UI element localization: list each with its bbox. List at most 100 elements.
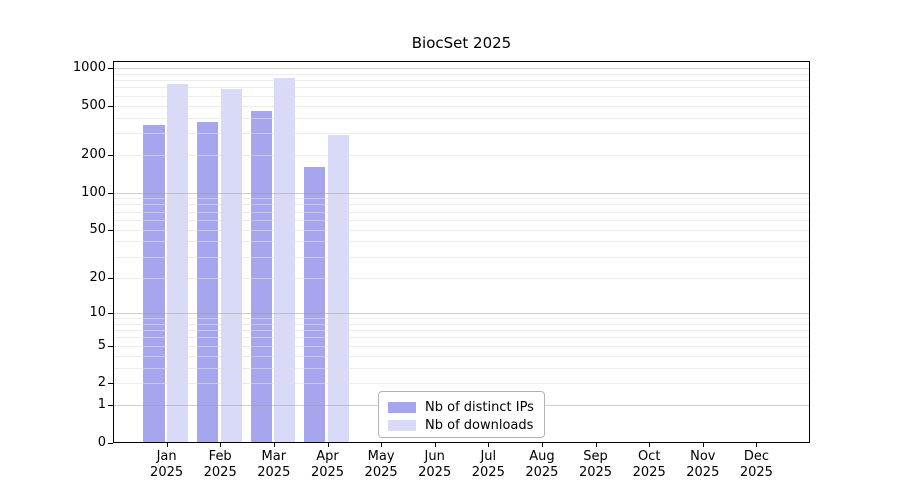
legend-entry-distinct-ips: Nb of distinct IPs	[388, 398, 536, 416]
gridline-minor	[113, 367, 810, 369]
x-tick-label-nov: Nov 2025	[673, 449, 733, 481]
x-tick-mark	[273, 443, 275, 447]
y-tick-label: 1	[97, 397, 106, 413]
bar-distinct-ips-apr	[304, 167, 326, 443]
y-tick-label: 0	[97, 435, 106, 450]
x-tick-year: 2025	[632, 465, 666, 480]
bar-distinct-ips-jan	[143, 124, 165, 443]
x-tick-mark	[327, 443, 329, 447]
x-tick-label-apr: Apr 2025	[298, 449, 358, 481]
bar-downloads-mar	[274, 78, 296, 443]
bar-downloads-feb	[220, 88, 242, 443]
gridline-minor	[113, 256, 810, 258]
chart-title: BiocSet 2025	[411, 34, 512, 52]
gridline-major	[113, 192, 810, 194]
x-tick-year: 2025	[578, 465, 613, 480]
x-tick-year: 2025	[257, 465, 291, 480]
gridline-minor	[113, 318, 810, 319]
x-tick-year: 2025	[686, 465, 720, 480]
x-tick-month: May	[367, 449, 395, 464]
x-tick-label-jul: Jul 2025	[458, 449, 518, 481]
x-tick-year: 2025	[525, 465, 559, 480]
y-tick-label: 500	[81, 97, 106, 113]
gridline-minor	[113, 117, 810, 119]
bar-distinct-ips-feb	[197, 121, 219, 443]
x-tick-month: Aug	[529, 449, 555, 464]
gridline-minor	[113, 198, 810, 200]
y-tick-label: 5	[97, 337, 106, 353]
x-tick-mark	[220, 443, 222, 447]
x-tick-label-sep: Sep 2025	[566, 449, 626, 481]
plot-area	[113, 61, 810, 443]
x-tick-label-dec: Dec 2025	[726, 449, 786, 481]
y-tick-mark	[108, 312, 113, 314]
bar-downloads-apr	[327, 135, 349, 443]
downloads-swatch	[388, 419, 416, 431]
y-tick-label: 20	[89, 269, 106, 285]
y-tick-mark	[108, 405, 113, 407]
distinct-ips-swatch	[388, 401, 416, 413]
x-tick-year: 2025	[739, 465, 773, 480]
x-tick-label-aug: Aug 2025	[512, 449, 572, 481]
gridline-minor	[113, 133, 810, 135]
x-tick-mark	[702, 443, 704, 447]
y-tick-mark	[108, 229, 113, 231]
y-tick-mark	[108, 192, 113, 194]
y-tick-mark	[108, 67, 113, 69]
gridline-minor	[113, 229, 810, 231]
x-tick-month: Jun	[424, 449, 445, 464]
legend: Nb of distinct IPs Nb of downloads	[378, 391, 545, 438]
x-tick-mark	[756, 443, 758, 447]
x-tick-year: 2025	[203, 465, 237, 480]
x-tick-month: Nov	[690, 449, 716, 464]
x-tick-mark	[434, 443, 436, 447]
x-tick-year: 2025	[310, 465, 345, 480]
gridline-minor	[113, 330, 810, 332]
x-tick-label-mar: Mar 2025	[244, 449, 304, 481]
y-tick-label: 200	[81, 147, 106, 163]
x-tick-month: Mar	[261, 449, 287, 464]
y-tick-label: 10	[89, 304, 106, 320]
x-tick-mark	[595, 443, 597, 447]
x-tick-month: Sep	[583, 449, 608, 464]
gridline-minor	[113, 211, 810, 213]
y-tick-mark	[108, 105, 113, 107]
y-tick-mark	[108, 383, 113, 385]
gridline-minor	[113, 105, 810, 107]
gridline-minor	[113, 80, 810, 81]
y-tick-mark	[108, 345, 113, 347]
legend-entry-downloads: Nb of downloads	[388, 416, 536, 434]
x-tick-year: 2025	[471, 465, 505, 480]
y-tick-label: 2	[97, 375, 106, 391]
gridline-minor	[113, 219, 810, 221]
gridline-minor	[113, 204, 810, 206]
gridline-minor	[113, 383, 810, 385]
bar-downloads-jan	[166, 83, 189, 443]
y-tick-label: 1000	[72, 59, 106, 75]
gridline-minor	[113, 337, 810, 339]
x-tick-year: 2025	[150, 465, 184, 480]
x-tick-mark	[166, 443, 168, 447]
x-tick-mark	[488, 443, 490, 447]
x-tick-year: 2025	[364, 465, 398, 480]
x-tick-label-feb: Feb 2025	[190, 449, 250, 481]
gridline-minor	[113, 277, 810, 279]
gridline-minor	[113, 95, 810, 97]
gridline-minor	[113, 323, 810, 325]
x-tick-mark	[381, 443, 383, 447]
x-tick-month: Feb	[208, 449, 232, 464]
gridline-minor	[113, 345, 810, 347]
y-tick-mark	[108, 443, 113, 444]
legend-label-distinct-ips: Nb of distinct IPs	[425, 399, 534, 415]
x-tick-month: Jan	[156, 449, 177, 464]
legend-label-downloads: Nb of downloads	[425, 417, 534, 433]
x-tick-month: Oct	[637, 449, 661, 464]
gridline-major	[113, 67, 810, 69]
x-tick-label-jan: Jan 2025	[137, 449, 197, 481]
x-tick-label-oct: Oct 2025	[619, 449, 679, 481]
x-tick-mark	[541, 443, 543, 447]
x-tick-month: Jul	[480, 449, 497, 464]
gridline-major	[113, 312, 810, 314]
x-tick-label-may: May 2025	[351, 449, 411, 481]
